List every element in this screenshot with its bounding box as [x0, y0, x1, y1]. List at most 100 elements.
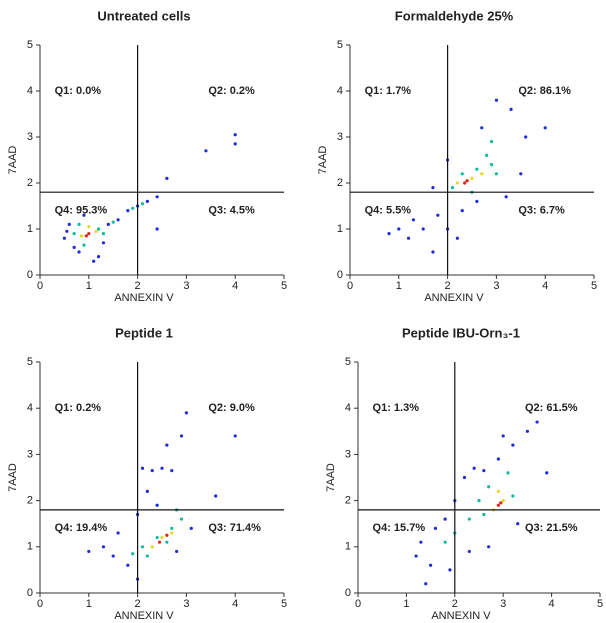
data-point	[165, 533, 169, 537]
data-point	[92, 259, 96, 263]
data-point	[155, 195, 159, 199]
x-tick-label: 0	[37, 280, 43, 292]
data-point	[494, 172, 498, 176]
quadrant-label: Q2: 0.2%	[208, 85, 255, 97]
x-tick-label: 4	[232, 280, 238, 292]
quadrant-label: Q3: 71.4%	[208, 522, 261, 534]
data-point	[165, 176, 169, 180]
data-point	[411, 218, 416, 222]
quadrant-label: Q3: 21.5%	[525, 522, 578, 534]
data-point	[160, 535, 164, 540]
x-tick-label: 5	[591, 280, 597, 292]
x-tick-label: 3	[493, 280, 499, 292]
data-point	[140, 466, 145, 470]
data-point	[145, 199, 149, 203]
data-point	[465, 179, 469, 183]
y-tick-label: 2	[27, 495, 33, 507]
data-point	[165, 443, 169, 447]
x-axis-label: ANNEXIN V	[424, 292, 484, 304]
data-point	[482, 512, 486, 517]
data-point	[494, 98, 498, 102]
x-tick-label: 4	[549, 598, 555, 610]
y-axis-label: 7AAD	[325, 463, 337, 492]
data-point	[436, 213, 440, 217]
data-point	[489, 163, 494, 167]
quadrant-label: Q4: 5.5%	[365, 205, 412, 217]
data-point	[77, 250, 81, 254]
data-point	[460, 172, 464, 176]
data-point	[126, 563, 130, 567]
data-point	[72, 245, 76, 249]
data-point	[106, 222, 110, 226]
quadrant-label: Q4: 15.7%	[373, 522, 426, 534]
data-point	[214, 494, 218, 498]
data-point	[524, 135, 528, 139]
data-point	[489, 140, 494, 144]
x-tick-label: 5	[281, 280, 287, 292]
quadrant-label: Q4: 19.4%	[55, 522, 108, 534]
data-point	[511, 443, 515, 447]
panel-title: Peptide 1	[115, 325, 173, 340]
data-point	[179, 434, 184, 438]
data-point	[145, 489, 149, 493]
y-tick-label: 1	[337, 223, 343, 235]
data-point	[433, 526, 438, 530]
data-point	[150, 468, 154, 473]
data-point	[233, 133, 237, 137]
y-tick-label: 1	[345, 541, 351, 553]
panel: Peptide IBU-Orn₃-1 0 1 2 3 4 5 0 1 2 3 4 5 ANNEXIN V 7…	[325, 325, 603, 621]
data-point	[179, 517, 184, 521]
y-tick-label: 2	[345, 495, 351, 507]
data-point	[96, 227, 101, 231]
y-tick-label: 3	[27, 131, 33, 143]
data-point	[155, 535, 159, 540]
data-point	[140, 202, 145, 206]
data-point	[460, 209, 464, 213]
data-point	[101, 241, 106, 245]
data-point	[62, 236, 66, 240]
data-point	[463, 181, 467, 185]
x-axis-label: ANNEXIN V	[114, 292, 174, 304]
data-point	[233, 142, 237, 146]
data-point	[96, 255, 101, 259]
data-point	[82, 243, 86, 247]
data-point	[470, 176, 474, 180]
quadrant-label: Q2: 9.0%	[208, 402, 255, 414]
x-tick-label: 2	[452, 598, 458, 610]
data-point	[87, 232, 91, 236]
x-tick-label: 3	[183, 598, 189, 610]
data-point	[82, 213, 86, 217]
x-tick-label: 0	[347, 280, 353, 292]
data-point	[101, 232, 106, 236]
data-point	[462, 475, 467, 480]
data-point	[480, 126, 484, 130]
data-point	[84, 234, 88, 238]
data-point	[519, 172, 523, 176]
data-point	[414, 554, 418, 558]
quadrant-label: Q1: 1.3%	[373, 402, 420, 414]
data-point	[487, 545, 491, 549]
data-point	[419, 540, 423, 544]
data-point	[116, 531, 120, 535]
x-tick-label: 1	[86, 598, 92, 610]
x-tick-label: 4	[232, 598, 238, 610]
data-point	[482, 468, 486, 473]
y-tick-label: 3	[345, 448, 351, 460]
data-point	[443, 517, 447, 521]
data-point	[421, 227, 425, 231]
quadrant-label: Q1: 1.7%	[365, 85, 412, 97]
data-point	[111, 554, 115, 558]
panel: Formaldehyde 25% 0 1 2 3 4 5 0 1 2 3 4 5 ANNEXIN V 7AA…	[317, 8, 597, 303]
data-point	[111, 220, 115, 224]
data-point	[485, 153, 489, 157]
data-point	[126, 209, 130, 213]
x-axis-label: ANNEXIN V	[431, 610, 491, 622]
data-point	[157, 540, 162, 544]
y-axis-label: 7AAD	[7, 463, 19, 492]
data-point	[496, 503, 500, 507]
y-tick-label: 2	[27, 177, 33, 189]
data-point	[545, 471, 549, 475]
data-point	[131, 206, 135, 210]
data-point	[155, 503, 159, 507]
